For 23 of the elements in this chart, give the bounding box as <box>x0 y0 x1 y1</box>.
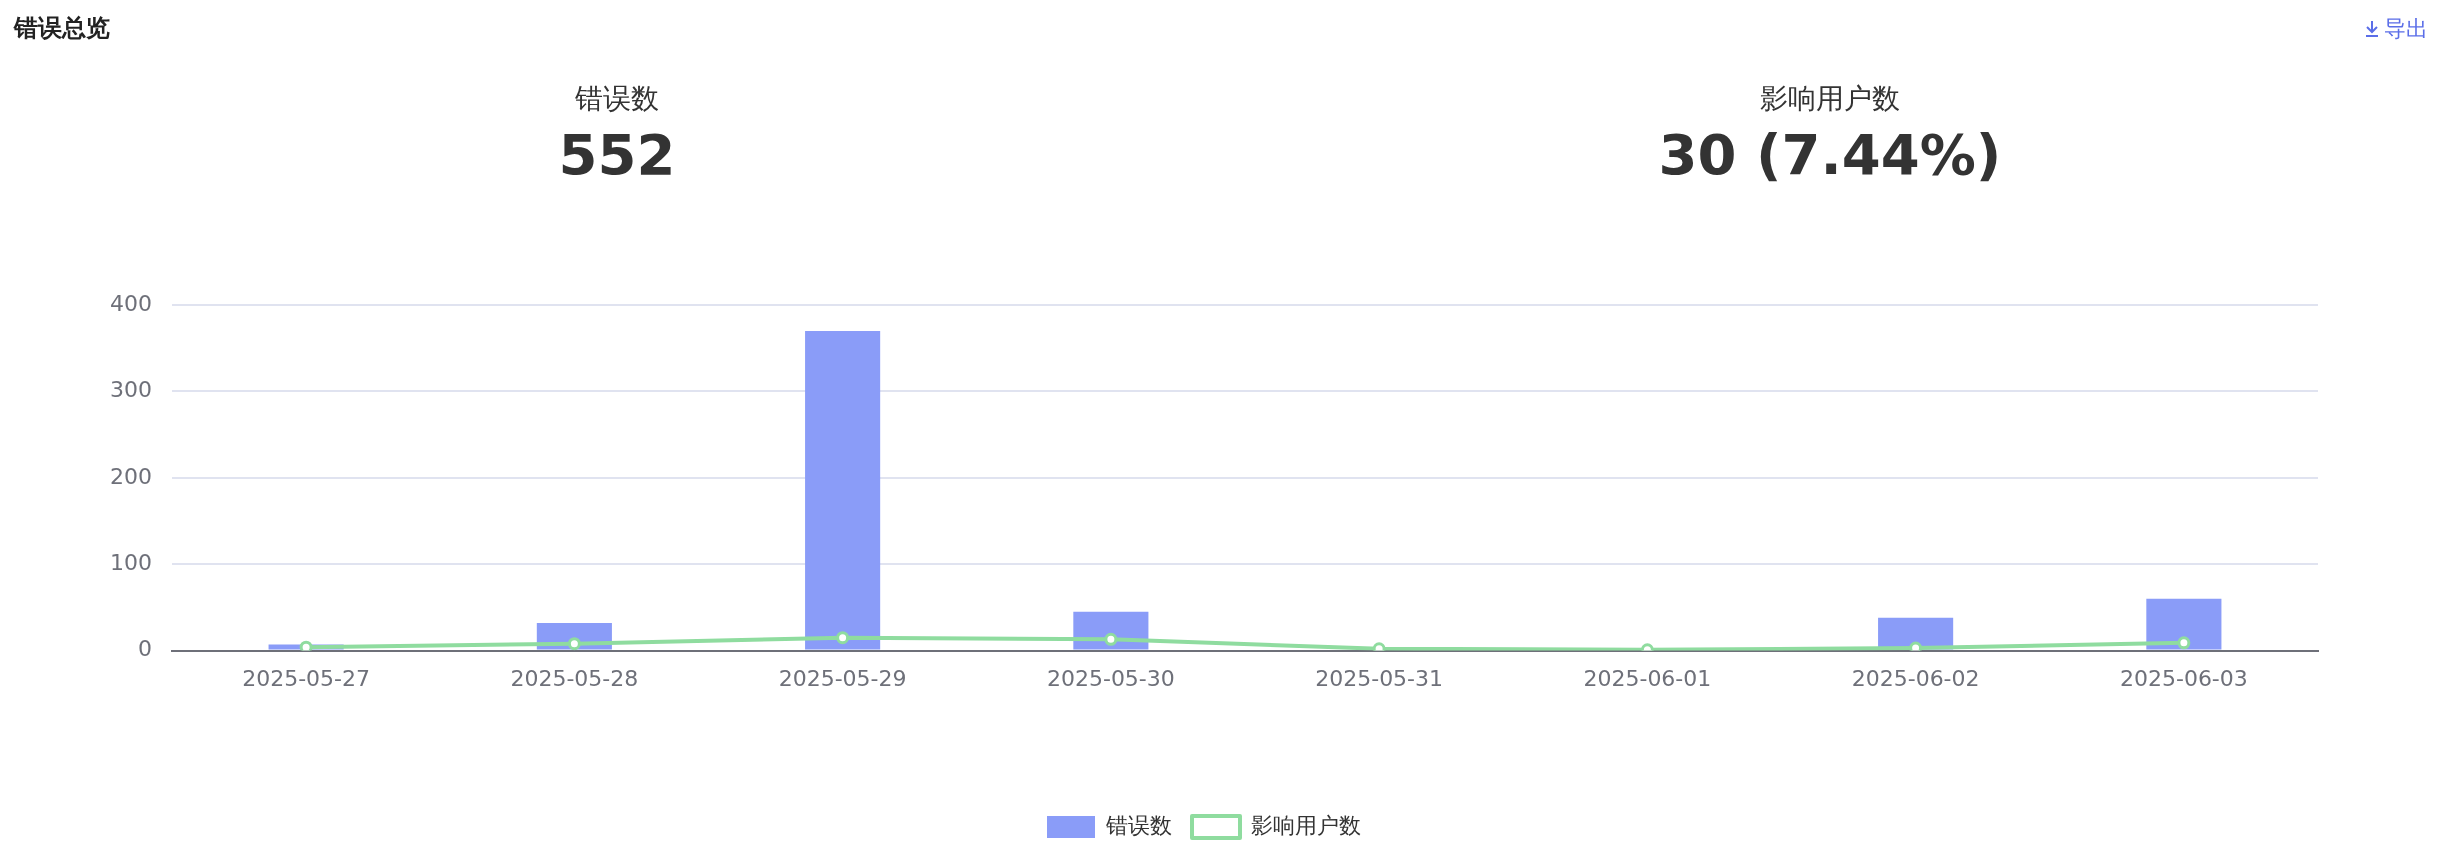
y-tick-label: 300 <box>109 377 152 403</box>
x-tick-label: 2025-05-27 <box>242 665 371 691</box>
y-tick-label: 0 <box>137 636 152 662</box>
x-tick-label: 2025-06-02 <box>1851 665 1980 691</box>
x-tick-label: 2025-05-28 <box>510 665 639 691</box>
text: 影响用户数 <box>1759 81 1901 117</box>
x-tick-label: 2025-05-30 <box>1046 665 1175 691</box>
bar <box>2146 598 2222 650</box>
legend-label: 影响用户数 <box>1251 812 1361 838</box>
x-tick-label: 2025-05-31 <box>1315 665 1444 691</box>
text: 错误数 <box>574 81 660 117</box>
text: 导出 <box>2384 15 2428 43</box>
y-tick-label: 200 <box>109 463 152 489</box>
bar <box>805 330 881 650</box>
y-tick-label: 100 <box>109 549 152 575</box>
x-tick-label: 2025-05-29 <box>778 665 907 691</box>
chart-title: 错误总览 <box>14 13 110 44</box>
legend-label: 错误数 <box>1105 812 1172 838</box>
x-tick-label: 2025-06-03 <box>2119 665 2248 691</box>
y-tick-label: 400 <box>109 290 152 316</box>
text: 552 <box>557 122 677 187</box>
text: 30 (7.44%) <box>1657 122 2003 187</box>
x-tick-label: 2025-06-01 <box>1583 665 1712 691</box>
